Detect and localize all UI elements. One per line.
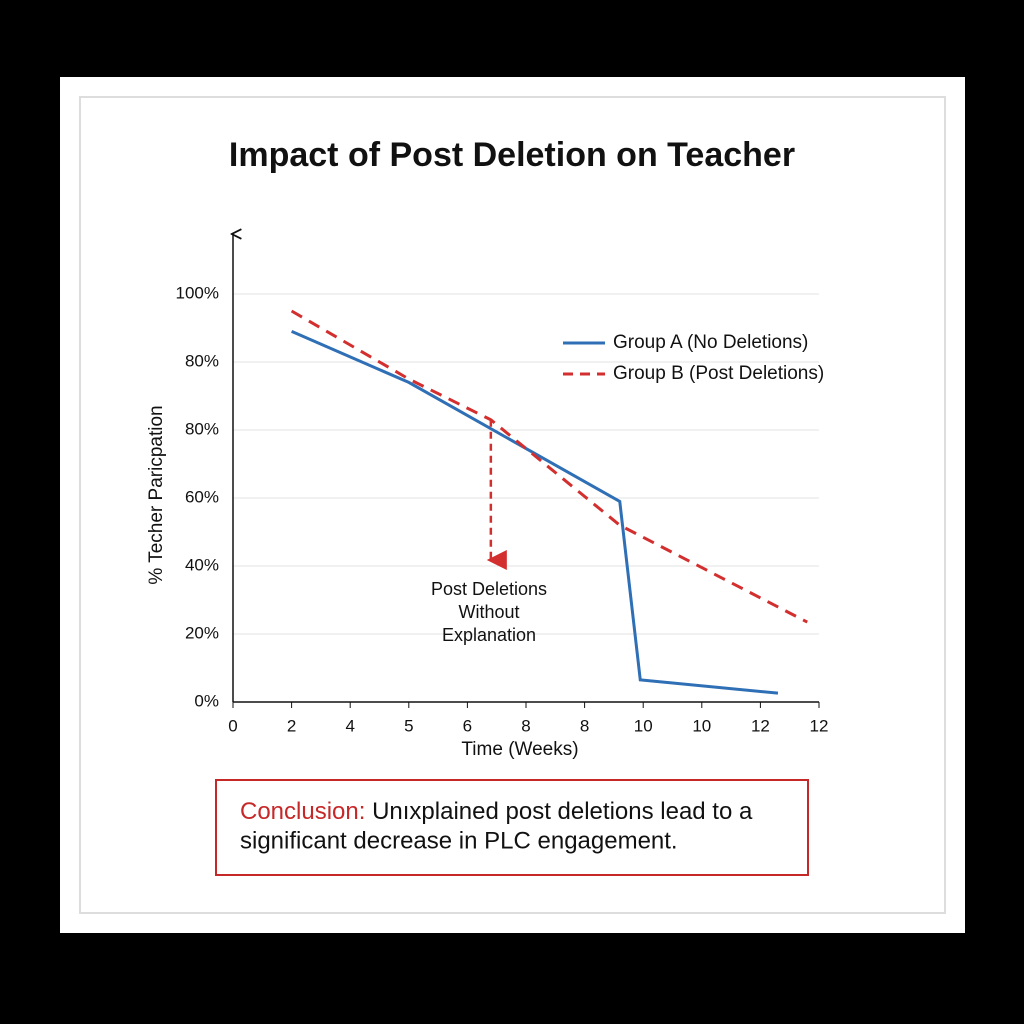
x-tick-label: 8	[521, 716, 530, 735]
series-line	[291, 330, 779, 695]
panel	[60, 77, 965, 933]
y-tick-label: 100%	[176, 283, 219, 302]
conclusion-text: Unıxplained post deletions lead to a	[372, 798, 753, 825]
panel-border	[79, 96, 946, 914]
x-tick-label: 4	[345, 716, 354, 735]
y-tick-label: 0%	[194, 691, 219, 710]
y-tick-label: 40%	[185, 555, 219, 574]
annotation-text: Explanation	[442, 625, 536, 645]
x-tick-label: 0	[228, 716, 237, 735]
y-axis-label: % Techer Paricpation	[146, 405, 167, 584]
y-tick-label: 80%	[185, 351, 219, 370]
annotation-text: Without	[458, 602, 519, 622]
x-axis-label: Time (Weeks)	[461, 739, 578, 760]
x-tick-label: 8	[580, 716, 589, 735]
x-tick-label: 12	[751, 716, 770, 735]
conclusion-box	[215, 779, 809, 876]
legend-label: Group B (Post Deletions)	[613, 363, 824, 384]
x-tick-label: 6	[463, 716, 472, 735]
x-tick-label: 2	[287, 716, 296, 735]
chart-title: Impact of Post Deletion on Teacher	[229, 136, 795, 174]
legend-label: Group A (No Deletions)	[613, 332, 808, 353]
x-tick-label: 12	[810, 716, 829, 735]
conclusion-label: Conclusion:	[240, 798, 365, 825]
x-tick-label: 10	[692, 716, 711, 735]
x-tick-label: 10	[634, 716, 653, 735]
annotation-text: Post Deletions	[431, 579, 547, 599]
y-tick-label: 80%	[185, 419, 219, 438]
y-tick-label: 60%	[185, 487, 219, 506]
x-tick-label: 5	[404, 716, 413, 735]
conclusion-text: significant decrease in PLC engagement.	[240, 827, 678, 854]
conclusion: Conclusion: Unıxplained post deletions l…	[240, 798, 753, 825]
y-tick-label: 20%	[185, 623, 219, 642]
